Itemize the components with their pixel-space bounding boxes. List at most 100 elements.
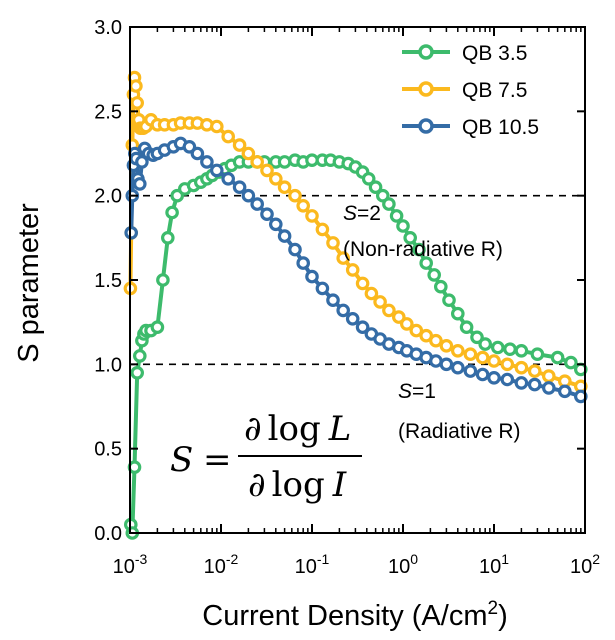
data-point: [399, 317, 414, 331]
data-point: [124, 226, 138, 240]
formula-den-var: I: [332, 465, 347, 505]
data-point: [200, 155, 214, 169]
data-point: [382, 303, 396, 318]
data-point: [315, 222, 330, 237]
annotation-s1-var: S: [398, 380, 412, 403]
data-point: [268, 172, 283, 186]
data-point: [221, 129, 235, 144]
data-point: [470, 330, 484, 345]
data-point: [345, 311, 360, 326]
data-point: [315, 281, 330, 296]
data-point: [232, 180, 247, 194]
x-axis-title-main: Current Density (A/cm: [202, 600, 487, 632]
x-tick-label: 100: [388, 551, 418, 578]
data-point: [250, 155, 265, 169]
data-point: [130, 365, 144, 380]
data-point: [241, 146, 256, 161]
data-point: [514, 343, 529, 358]
data-point: [221, 172, 235, 186]
data-point: [326, 293, 340, 307]
data-point: [156, 273, 170, 287]
data-point: [389, 209, 404, 223]
data-point: [305, 269, 319, 284]
data-point: [129, 79, 143, 93]
data-point: [487, 354, 501, 368]
data-point: [541, 381, 556, 395]
formula-equals: =: [203, 440, 232, 480]
data-point: [391, 310, 406, 324]
legend-swatch-marker: [418, 81, 434, 97]
data-point: [487, 370, 501, 385]
formula-num-log: log: [268, 409, 321, 449]
data-point: [277, 155, 292, 169]
data-point: [550, 350, 565, 365]
annotation-s2-desc: (Non-radiative R): [343, 238, 503, 261]
data-point: [564, 355, 578, 370]
data-point: [326, 236, 340, 250]
data-point: [133, 349, 147, 363]
formula: S = ∂ log L ∂ log I: [170, 409, 362, 505]
data-point: [288, 242, 302, 257]
legend-item: QB 3.5: [402, 42, 527, 65]
data-point: [260, 163, 274, 178]
x-axis-title-tail: ): [498, 600, 508, 632]
data-point: [500, 357, 515, 372]
data-point: [463, 347, 478, 361]
data-point: [277, 229, 292, 243]
data-point: [373, 295, 387, 309]
data-point: [475, 350, 490, 365]
data-point: [210, 163, 224, 178]
data-point: [527, 377, 542, 392]
series-1: [124, 153, 588, 540]
annotation-s1-value: =1: [412, 380, 436, 403]
data-point: [135, 155, 149, 169]
data-point: [165, 205, 179, 220]
data-point: [500, 372, 515, 387]
data-point: [530, 347, 545, 361]
annotation-s2-value: =2: [357, 202, 381, 225]
data-point: [442, 293, 456, 307]
y-tick-label: 0.5: [94, 439, 122, 461]
series-layer: [123, 70, 588, 540]
data-point: [409, 323, 424, 338]
data-point: [210, 119, 224, 134]
data-point: [296, 256, 310, 270]
data-point: [527, 364, 542, 378]
data-point: [130, 96, 144, 110]
data-point: [336, 251, 350, 265]
y-tick-label: 0.0: [94, 523, 122, 545]
x-tick-label: 10-1: [295, 551, 330, 578]
y-tick-label: 3.0: [94, 17, 122, 39]
data-point: [364, 286, 379, 301]
data-point: [475, 367, 490, 382]
data-point: [133, 177, 147, 191]
data-point: [396, 219, 410, 233]
y-tick-label: 1.0: [94, 354, 122, 376]
data-point: [459, 320, 474, 334]
data-point: [463, 364, 478, 378]
formula-num-var: L: [328, 409, 352, 449]
data-point: [296, 199, 310, 213]
annotation-s1: S=1: [398, 380, 436, 403]
data-point: [368, 180, 383, 194]
data-point: [336, 303, 350, 318]
formula-numerator: ∂ log L: [244, 409, 351, 449]
legend-label: QB 10.5: [462, 116, 539, 139]
data-point: [403, 231, 417, 245]
data-point: [250, 197, 265, 211]
data-point: [355, 320, 370, 334]
x-tick-label: 10-3: [113, 551, 148, 578]
data-point: [490, 340, 505, 355]
ticks-layer: 0.0 0.5 1.0 1.5 2.0 2.5 3.0 10-3 10-2 10-1 100 101 1…: [94, 17, 600, 578]
data-point: [268, 217, 283, 232]
data-point: [478, 337, 492, 351]
legend-label: QB 3.5: [462, 42, 527, 65]
data-point: [557, 384, 572, 399]
data-point: [161, 231, 175, 245]
data-point: [514, 360, 529, 375]
formula-den-log: log: [272, 465, 325, 505]
data-point: [382, 197, 396, 211]
legend-swatch-marker: [418, 118, 434, 134]
x-axis-title: Current Density (A/cm2): [202, 598, 507, 632]
